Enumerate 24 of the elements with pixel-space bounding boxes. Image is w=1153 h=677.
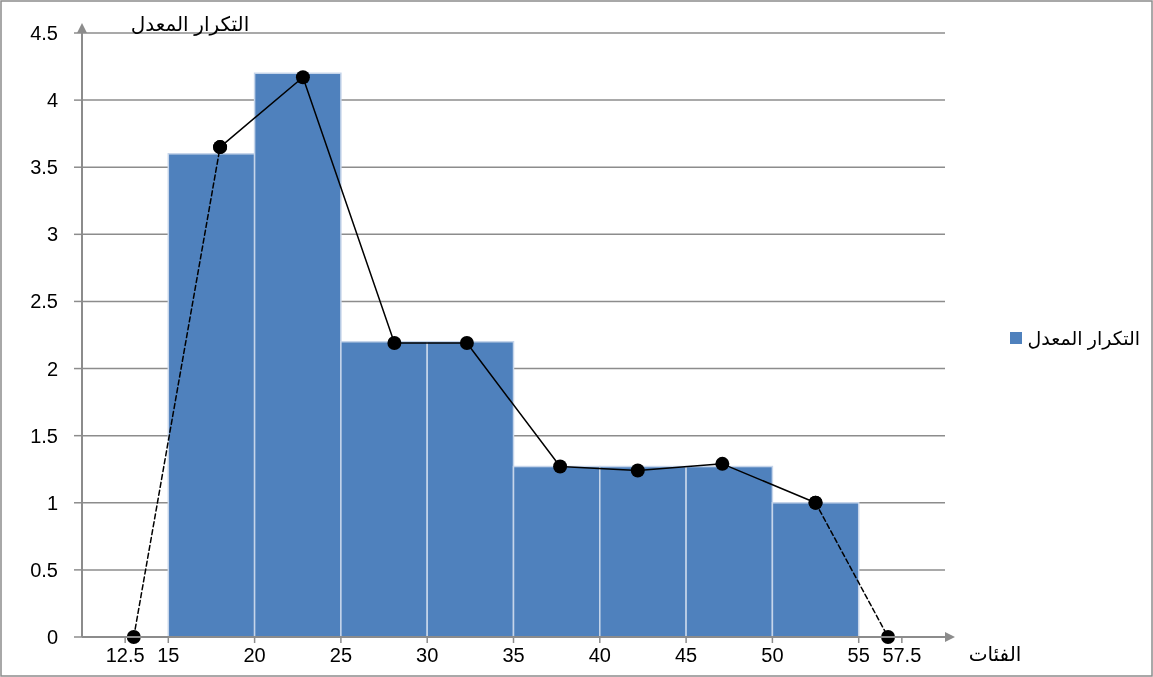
x-tick-label: 57.5 <box>882 644 922 666</box>
x-tick-label: 40 <box>588 644 611 666</box>
y-tick-label: 0 <box>46 626 58 648</box>
x-tick-label: 12.5 <box>105 644 145 666</box>
x-tick-label: 20 <box>243 644 266 666</box>
y-tick-label: 3.5 <box>30 156 58 179</box>
y-tick-label: 2 <box>46 357 58 380</box>
y-tick-label: 4 <box>46 89 58 112</box>
x-tick-label: 45 <box>674 644 698 666</box>
y-tick-label: 1 <box>46 491 58 514</box>
y-tick-label: 0.5 <box>30 558 58 581</box>
x-tick-label: 30 <box>416 644 439 666</box>
y-tick-label: 4.5 <box>30 22 58 44</box>
y-tick-label: 2.5 <box>30 290 58 313</box>
legend-label: التكرار المعدل <box>1027 327 1140 350</box>
x-tick-label: 15 <box>157 644 180 666</box>
x-tick-label: 25 <box>329 644 353 666</box>
y-tick-label: 3 <box>46 223 58 246</box>
x-axis-title: الفئات <box>968 643 1022 665</box>
y-tick-label: 1.5 <box>30 424 58 447</box>
x-tick-label: 50 <box>761 644 784 666</box>
y-axis-title: التكرار المعدل <box>130 13 250 36</box>
x-tick-label: 35 <box>502 644 525 666</box>
x-tick-label: 55 <box>847 644 870 666</box>
